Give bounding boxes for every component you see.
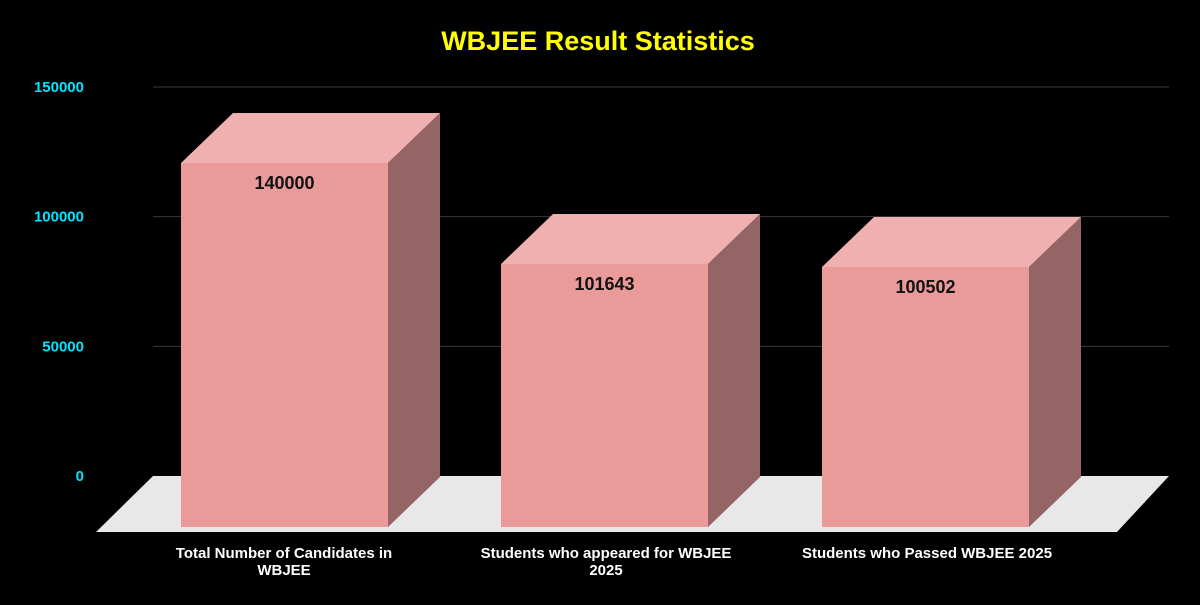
bar-top bbox=[181, 113, 440, 163]
bar-front bbox=[181, 163, 388, 527]
bars: 140000 101643 100502 bbox=[181, 113, 1081, 527]
bar-front bbox=[501, 264, 708, 527]
bar-side bbox=[708, 214, 760, 527]
bar: 101643 bbox=[501, 214, 760, 527]
bar-side bbox=[1029, 217, 1081, 527]
x-category-label-line: WBJEE bbox=[257, 562, 310, 579]
bar-value-label: 100502 bbox=[895, 277, 955, 297]
y-axis-ticks: 0 50000 100000 150000 bbox=[34, 79, 84, 485]
x-category-label-line: Total Number of Candidates in bbox=[176, 545, 392, 562]
x-category-label-line: Students who Passed WBJEE 2025 bbox=[802, 545, 1052, 562]
y-tick-label: 100000 bbox=[34, 209, 84, 226]
x-category-label-line: Students who appeared for WBJEE bbox=[481, 545, 732, 562]
bar-value-label: 140000 bbox=[254, 173, 314, 193]
y-tick-label: 150000 bbox=[34, 79, 84, 96]
bar-side bbox=[388, 113, 440, 527]
bar: 140000 bbox=[181, 113, 440, 527]
y-tick-label: 50000 bbox=[42, 338, 84, 355]
bar-top bbox=[501, 214, 760, 264]
x-category-label: Students who appeared for WBJEE 2025 bbox=[481, 545, 732, 579]
bar: 100502 bbox=[822, 217, 1081, 527]
x-category-label-line: 2025 bbox=[589, 562, 622, 579]
bar-front bbox=[822, 267, 1029, 527]
chart-title: WBJEE Result Statistics bbox=[441, 26, 755, 56]
bar-top bbox=[822, 217, 1081, 267]
x-category-label: Total Number of Candidates in WBJEE bbox=[176, 545, 392, 579]
y-tick-label: 0 bbox=[76, 468, 84, 485]
category-labels: Total Number of Candidates in WBJEE Studen… bbox=[176, 545, 1052, 579]
bar-value-label: 101643 bbox=[574, 274, 634, 294]
x-category-label: Students who Passed WBJEE 2025 bbox=[802, 545, 1052, 562]
